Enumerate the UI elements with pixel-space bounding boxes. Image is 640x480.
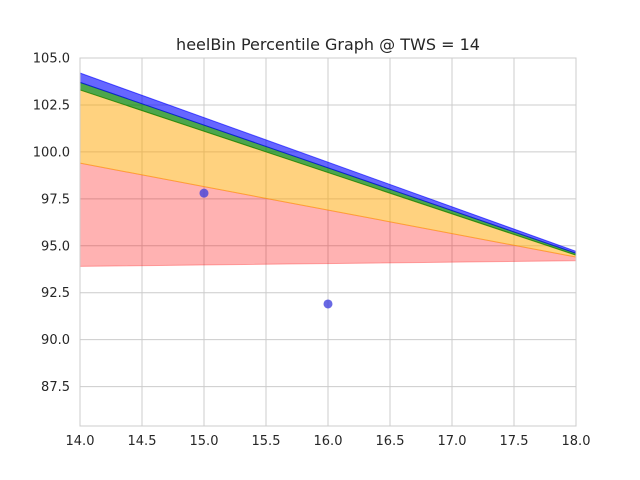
x-tick-label: 17.0 [438, 434, 467, 449]
x-tick-label: 14.0 [66, 434, 95, 449]
x-tick-label: 15.0 [190, 434, 219, 449]
y-tick-label: 97.5 [41, 192, 70, 207]
chart-title: heelBin Percentile Graph @ TWS = 14 [176, 35, 480, 54]
y-tick-label: 87.5 [41, 380, 70, 395]
y-tick-label: 102.5 [33, 98, 70, 113]
y-tick-label: 105.0 [33, 52, 70, 67]
data-point [199, 188, 209, 198]
x-tick-label: 14.5 [128, 434, 157, 449]
x-tick-label: 18.0 [562, 434, 591, 449]
y-tick-label: 95.0 [41, 239, 70, 254]
y-tick-label: 100.0 [33, 145, 70, 160]
data-point [323, 299, 333, 309]
x-tick-label: 17.5 [500, 434, 529, 449]
y-tick-label: 92.5 [41, 286, 70, 301]
x-tick-label: 16.5 [376, 434, 405, 449]
x-tick-label: 16.0 [314, 434, 343, 449]
x-tick-label: 15.5 [252, 434, 281, 449]
y-tick-label: 90.0 [41, 333, 70, 348]
plot-frame [79, 57, 577, 427]
